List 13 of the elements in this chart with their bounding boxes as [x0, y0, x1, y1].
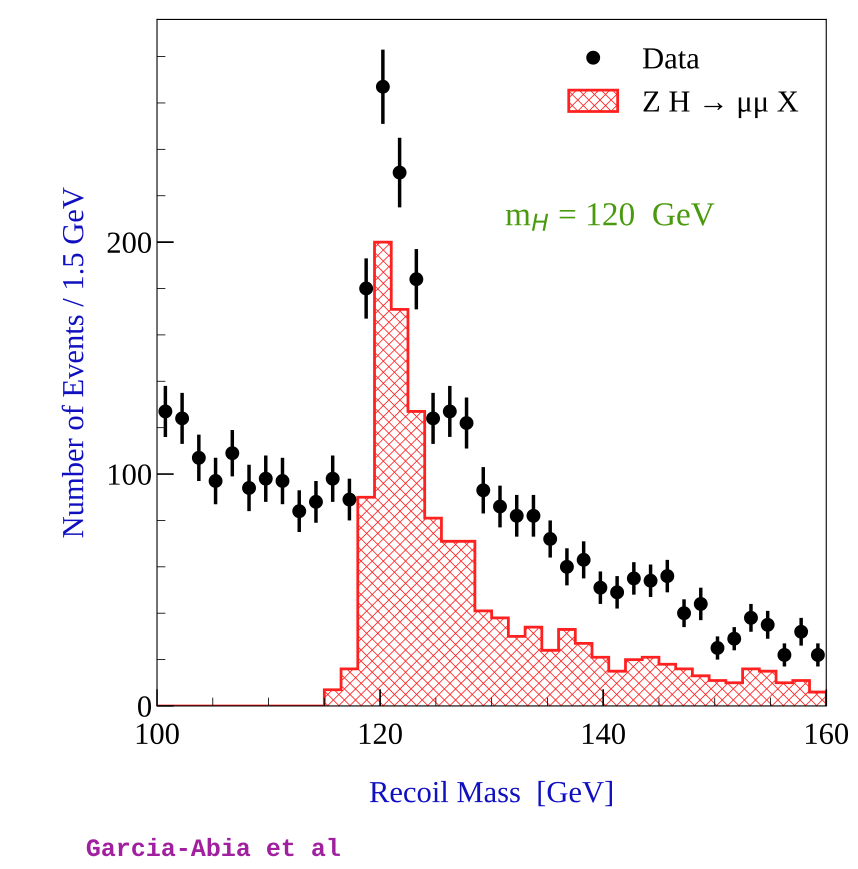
y-axis-title: Number of Events / 1.5 GeV: [62, 187, 84, 538]
text: Garcia-Abia et al: [86, 838, 340, 856]
x-tick-label: 140: [582, 724, 625, 744]
annotation: m$_{H}$ = 120 GeV: [506, 203, 714, 231]
x-tick-label: 120: [360, 724, 402, 744]
y-tick-label: 200: [108, 232, 151, 254]
x-axis-title: Recoil Mass [GeV]: [370, 780, 612, 806]
legend-label: Data: [642, 48, 700, 69]
y-tick-label: 0: [138, 696, 151, 717]
legend-label: Z H → μμ X: [644, 92, 798, 118]
y-tick-label: 100: [109, 464, 151, 485]
x-tick-label: 160: [806, 724, 848, 744]
x-tick-label: 100: [136, 724, 179, 744]
